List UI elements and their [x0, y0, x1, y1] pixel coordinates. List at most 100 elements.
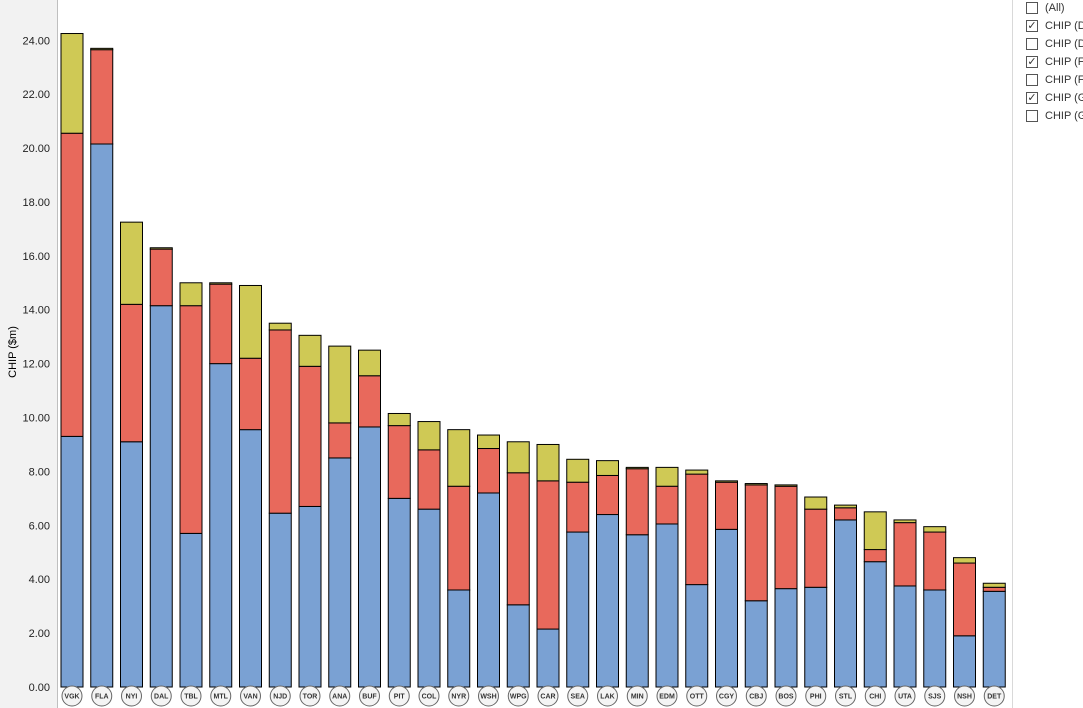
- x-tick-label: DAL: [154, 694, 169, 701]
- team-logo-icon: [745, 685, 767, 707]
- filter-item[interactable]: CHIP (G: [1026, 107, 1083, 125]
- x-tick-label: DET: [987, 694, 1002, 701]
- bar-segment-red: [149, 248, 173, 307]
- bar-segment-blue: [596, 514, 619, 688]
- filter-checkbox[interactable]: ✓: [1026, 56, 1038, 68]
- team-logo-icon: [388, 685, 410, 707]
- bar-segment-red: [120, 303, 143, 443]
- y-tick-label: 14.00: [22, 305, 50, 317]
- filter-item[interactable]: CHIP (F: [1026, 71, 1083, 89]
- bar-segment-red: [298, 365, 322, 507]
- bar-segment-yellow: [715, 480, 738, 483]
- filter-label: CHIP (F: [1045, 74, 1083, 86]
- stacked-bar-chart: 0.00 2.00 4.00 6.00 8.00 10.00 12.00 14.00 16.00…: [22, 0, 1006, 708]
- x-tick-label: BUF: [362, 694, 377, 701]
- team-logo-icon: [924, 685, 946, 707]
- x-tick-label: PHI: [810, 694, 822, 701]
- bar-segment-red: [715, 481, 738, 530]
- filter-checkbox[interactable]: [1026, 2, 1038, 14]
- bar-segment-red: [358, 375, 381, 428]
- bar-segment-blue: [417, 508, 441, 688]
- bar-segment-yellow: [417, 421, 441, 451]
- x-tick-label: ANA: [332, 694, 347, 701]
- bar-segment-blue: [477, 492, 500, 688]
- x-tick-label: VGK: [64, 694, 79, 701]
- team-logo-icon: [299, 685, 321, 707]
- y-axis-panel: [0, 0, 57, 708]
- y-tick-label: 16.00: [22, 251, 50, 263]
- filter-label: CHIP (G: [1045, 92, 1083, 104]
- bar-segment-blue: [982, 590, 1006, 688]
- bar-segment-yellow: [863, 511, 887, 551]
- bar-segment-blue: [60, 435, 84, 688]
- team-logo-icon: [180, 685, 202, 707]
- x-tick-label: EDM: [659, 694, 675, 701]
- bar-segment-yellow: [149, 247, 173, 250]
- team-logo-icon: [240, 685, 261, 707]
- x-tick-label: CBJ: [749, 694, 763, 701]
- filter-item[interactable]: CHIP (D: [1026, 35, 1083, 53]
- bar-segment-red: [982, 586, 1006, 592]
- bar-segment-red: [804, 508, 828, 588]
- team-logo-icon: [61, 685, 83, 707]
- bar-segment-red: [953, 562, 976, 637]
- bar-segment-yellow: [328, 345, 352, 424]
- x-tick-label: NYI: [126, 694, 138, 701]
- bar-segment-yellow: [834, 504, 857, 509]
- bar-segment-blue: [655, 523, 679, 688]
- x-tick-label: CHI: [869, 694, 881, 701]
- y-tick-label: 2.00: [29, 628, 50, 640]
- filter-item[interactable]: (All): [1026, 0, 1065, 17]
- team-logo-icon: [478, 685, 499, 707]
- team-logo-icon: [269, 685, 291, 707]
- bar-segment-red: [685, 473, 709, 586]
- y-tick-label: 8.00: [29, 466, 50, 478]
- bar-segment-yellow: [744, 483, 768, 486]
- bar-segment-blue: [863, 561, 887, 688]
- filter-item[interactable]: ✓ CHIP (F: [1026, 53, 1083, 71]
- bar-segment-yellow: [596, 460, 619, 476]
- bar-segment-blue: [774, 588, 798, 688]
- filter-item[interactable]: ✓ CHIP (D: [1026, 17, 1083, 35]
- x-tick-label: LAK: [600, 694, 614, 701]
- bar-segment-yellow: [298, 334, 322, 367]
- team-logo-icon: [894, 685, 916, 707]
- filter-checkbox[interactable]: [1026, 74, 1038, 86]
- x-tick-label: NSH: [957, 694, 972, 701]
- x-tick-label: MIN: [631, 694, 644, 701]
- filter-checkbox[interactable]: ✓: [1026, 92, 1038, 104]
- bar-segment-blue: [506, 604, 530, 688]
- filter-checkbox[interactable]: [1026, 38, 1038, 50]
- y-tick-label: 6.00: [29, 520, 50, 532]
- x-tick-label: PIT: [394, 694, 406, 701]
- x-tick-label: SJS: [928, 694, 942, 701]
- bar-segment-yellow: [685, 469, 709, 475]
- bar-segment-red: [387, 425, 411, 499]
- bar-segment-yellow: [179, 282, 203, 307]
- filter-label: (All): [1045, 2, 1065, 14]
- x-tick-label: TBL: [184, 694, 198, 701]
- bar-segment-yellow: [655, 466, 679, 487]
- x-tick-label: CAR: [540, 694, 555, 701]
- team-logo-icon: [716, 685, 737, 707]
- x-tick-label: NJD: [273, 694, 287, 701]
- team-logo-icon: [121, 685, 142, 707]
- filter-checkbox[interactable]: ✓: [1026, 20, 1038, 32]
- team-logo-icon: [150, 685, 172, 707]
- team-logo-icon: [537, 685, 559, 707]
- x-tick-label: WPG: [510, 694, 527, 701]
- bar-segment-red: [60, 132, 84, 437]
- bar-segment-red: [268, 329, 292, 514]
- bar-segment-blue: [625, 534, 649, 688]
- filter-checkbox[interactable]: [1026, 110, 1038, 122]
- x-tick-label: NYR: [451, 694, 466, 701]
- filter-item[interactable]: ✓ CHIP (G: [1026, 89, 1083, 107]
- bar-segment-red: [625, 468, 649, 536]
- bar-segment-red: [834, 507, 857, 521]
- bar-segment-yellow: [625, 466, 649, 470]
- y-tick-label: 18.00: [22, 197, 50, 209]
- bar-segment-blue: [298, 505, 322, 688]
- bar-segment-yellow: [536, 443, 560, 482]
- bar-segment-yellow: [893, 519, 917, 524]
- y-tick-label: 4.00: [29, 574, 50, 586]
